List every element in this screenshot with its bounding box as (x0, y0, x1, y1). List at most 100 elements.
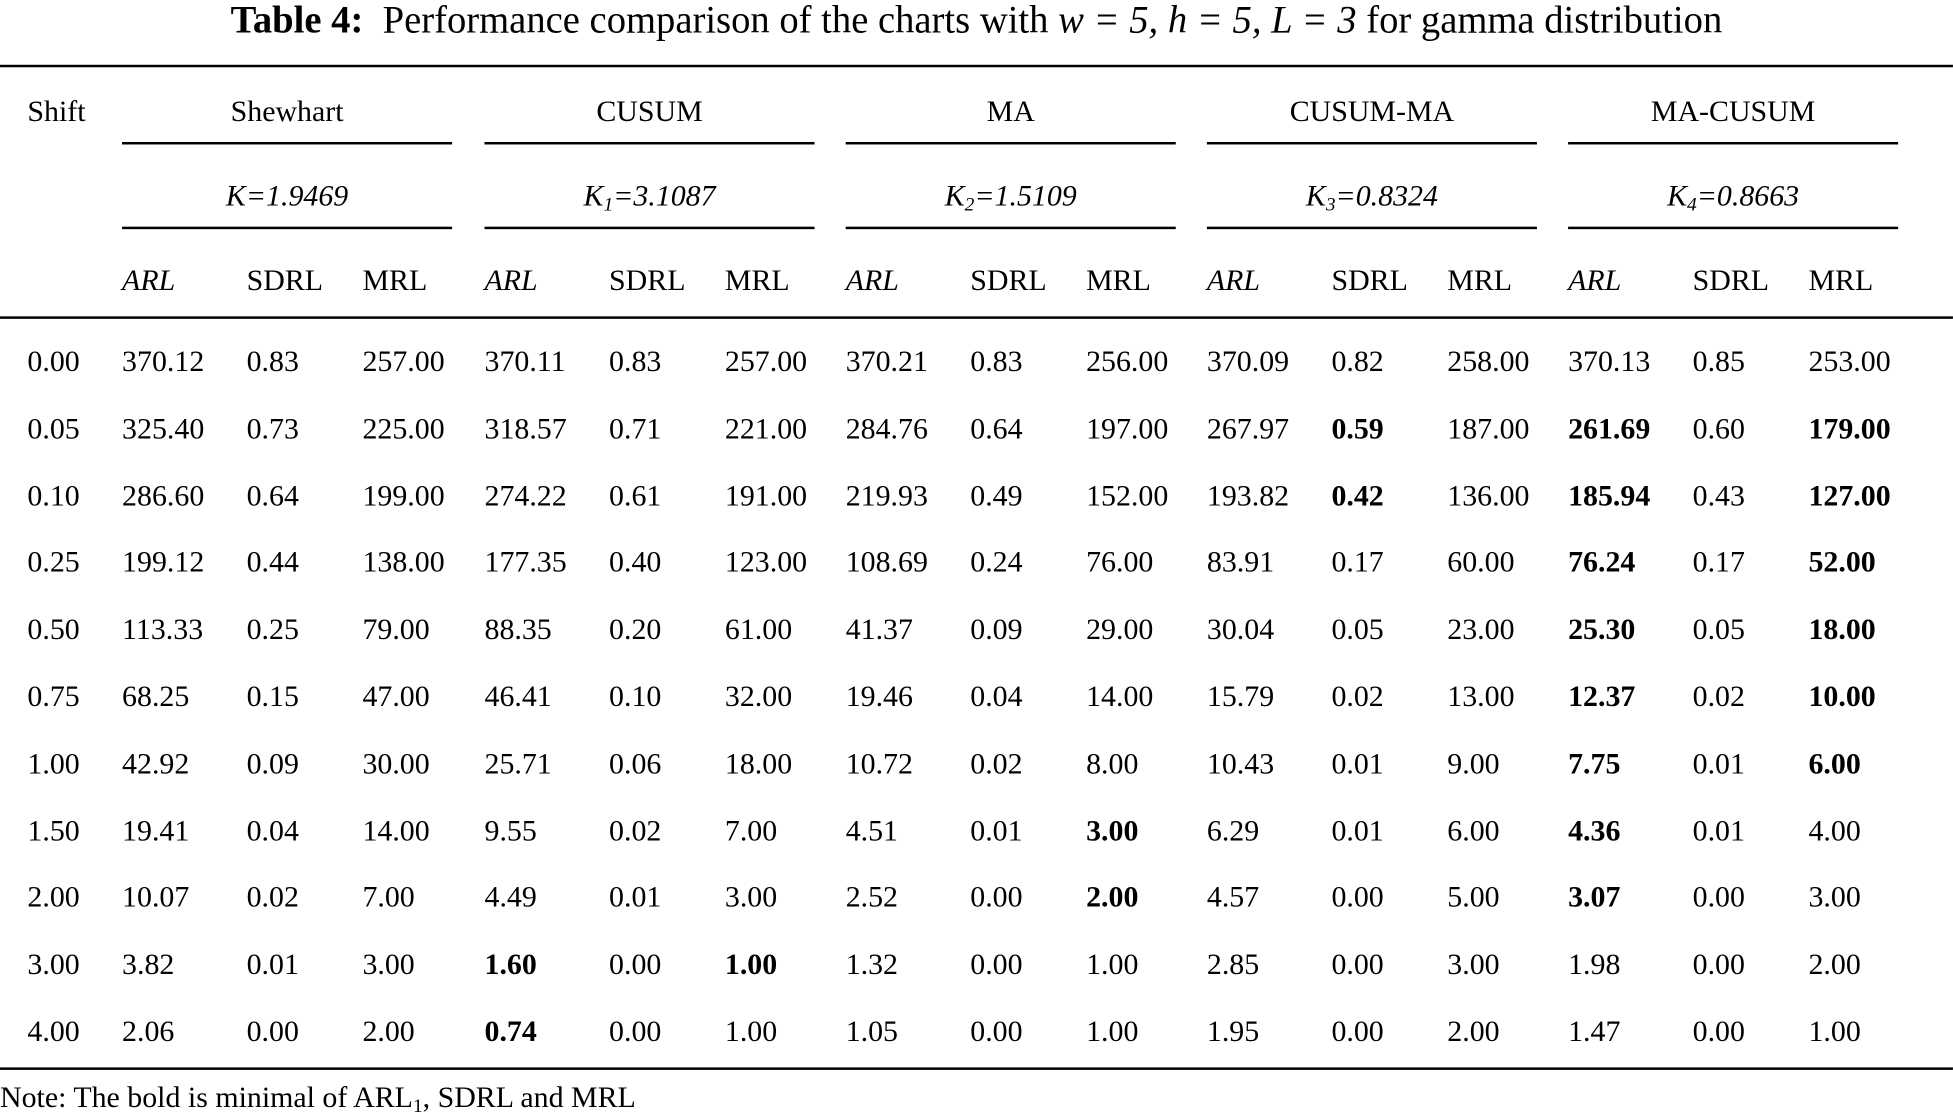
value-cell: 0.05 (1692, 614, 1745, 647)
metric-header-mrl: MRL (362, 265, 428, 298)
value-cell: 256.00 (1086, 346, 1169, 379)
shift-cell: 2.00 (27, 882, 80, 915)
metric-header-arl: ARL (1206, 265, 1261, 298)
value-cell: 1.60 (484, 949, 537, 982)
value-cell: 221.00 (724, 413, 808, 446)
value-cell: 0.40 (609, 547, 662, 580)
value-cell: 0.60 (1692, 413, 1745, 446)
value-cell: 10.00 (1808, 681, 1876, 714)
value-cell: 370.11 (484, 346, 566, 379)
value-cell: 0.01 (970, 815, 1023, 848)
value-cell: 267.97 (1206, 413, 1290, 446)
caption-text: Performance comparison of the charts wit… (382, 0, 1059, 42)
header-rule (0, 316, 1953, 319)
value-cell: 52.00 (1808, 547, 1876, 580)
value-cell: 370.09 (1206, 346, 1290, 379)
shift-header: Shift (27, 95, 86, 129)
value-cell: 193.82 (1206, 480, 1290, 513)
value-cell: 3.00 (1447, 949, 1500, 982)
metric-header-sdrl: SDRL (970, 265, 1047, 298)
value-cell: 0.00 (970, 949, 1023, 982)
value-cell: 0.00 (1692, 1016, 1745, 1049)
value-cell: 1.00 (1808, 1016, 1861, 1049)
value-cell: 0.25 (246, 614, 299, 647)
value-cell: 0.00 (970, 1016, 1023, 1049)
value-cell: 0.02 (1331, 681, 1384, 714)
value-cell: 179.00 (1808, 413, 1891, 446)
value-cell: 0.09 (246, 748, 299, 781)
value-cell: 47.00 (362, 681, 430, 714)
value-cell: 6.29 (1206, 815, 1260, 848)
value-cell: 0.00 (970, 882, 1023, 915)
value-cell: 10.43 (1206, 748, 1275, 781)
value-cell: 0.00 (1692, 949, 1745, 982)
value-cell: 0.10 (609, 681, 662, 714)
value-cell: 191.00 (724, 480, 808, 513)
value-cell: 1.00 (1086, 1016, 1139, 1049)
value-cell: 8.00 (1086, 748, 1139, 781)
k-parameter: K4=0.8663 (1568, 180, 1898, 216)
value-cell: 30.04 (1206, 614, 1275, 647)
value-cell: 0.00 (1331, 1016, 1384, 1049)
group-underline (1568, 226, 1899, 229)
metric-header-mrl: MRL (1086, 265, 1151, 298)
value-cell: 4.00 (1808, 815, 1861, 848)
value-cell: 0.09 (970, 614, 1023, 647)
value-cell: 0.00 (1692, 882, 1745, 915)
value-cell: 0.59 (1331, 413, 1384, 446)
top-rule (0, 64, 1953, 68)
value-cell: 152.00 (1086, 480, 1169, 513)
value-cell: 32.00 (724, 681, 793, 714)
shift-cell: 0.25 (27, 547, 80, 580)
value-cell: 14.00 (1086, 681, 1154, 714)
value-cell: 3.07 (1568, 882, 1621, 915)
value-cell: 2.00 (1086, 882, 1139, 915)
shift-cell: 0.05 (27, 413, 80, 446)
value-cell: 1.00 (1086, 949, 1139, 982)
value-cell: 199.00 (362, 480, 445, 513)
value-cell: 3.00 (1086, 815, 1139, 848)
value-cell: 325.40 (122, 413, 205, 446)
k-parameter: K1=3.1087 (484, 182, 814, 215)
value-cell: 0.64 (970, 413, 1023, 446)
value-cell: 0.71 (609, 413, 662, 446)
value-cell: 318.57 (484, 413, 567, 446)
value-cell: 1.95 (1206, 1016, 1260, 1049)
value-cell: 257.00 (362, 346, 445, 379)
value-cell: 0.00 (1331, 882, 1384, 915)
value-cell: 6.00 (1808, 748, 1861, 781)
value-cell: 0.20 (609, 614, 662, 647)
value-cell: 0.01 (609, 882, 662, 915)
k-value: =0.8663 (1696, 180, 1800, 213)
shift-cell: 1.00 (27, 748, 80, 781)
metric-header-sdrl: SDRL (609, 265, 686, 298)
table-note: Note: The bold is minimal of ARL1, SDRL … (0, 1084, 636, 1117)
value-cell: 0.43 (1692, 480, 1745, 513)
value-cell: 127.00 (1808, 480, 1891, 513)
value-cell: 274.22 (484, 480, 567, 513)
shift-cell: 0.00 (27, 346, 80, 379)
group-underline (484, 141, 815, 144)
caption-math: w = 5, h = 5, L = 3 (1058, 0, 1357, 42)
metric-header-mrl: MRL (1447, 265, 1513, 298)
value-cell: 0.64 (246, 480, 299, 513)
metric-header-mrl: MRL (1808, 265, 1874, 298)
metric-header-arl: ARL (484, 265, 538, 298)
shift-cell: 0.75 (27, 681, 80, 714)
shift-cell: 0.50 (27, 614, 80, 647)
value-cell: 0.83 (246, 346, 299, 379)
value-cell: 0.00 (1331, 949, 1384, 982)
value-cell: 257.00 (724, 346, 808, 379)
value-cell: 108.69 (845, 547, 928, 580)
group-underline (1206, 141, 1537, 144)
k-subscript: 4 (1687, 194, 1697, 216)
value-cell: 1.05 (845, 1016, 899, 1049)
value-cell: 76.00 (1086, 547, 1154, 580)
value-cell: 258.00 (1447, 346, 1530, 379)
value-cell: 0.00 (246, 1016, 299, 1049)
value-cell: 219.93 (845, 480, 928, 513)
value-cell: 0.01 (1692, 748, 1745, 781)
value-cell: 60.00 (1447, 547, 1515, 580)
value-cell: 42.92 (122, 748, 190, 781)
